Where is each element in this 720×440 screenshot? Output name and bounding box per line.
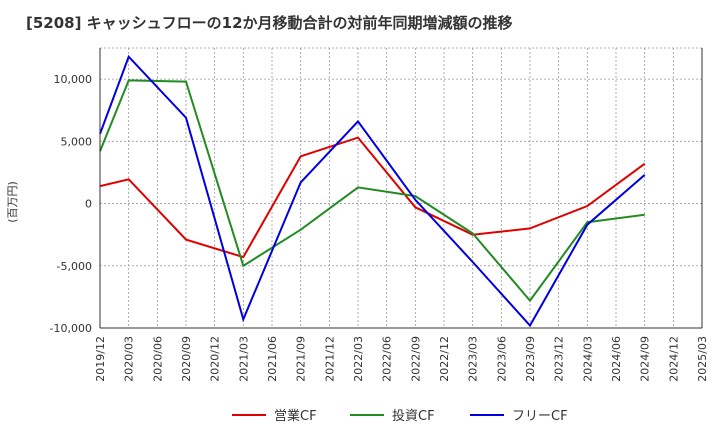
series-line-2 [99,79,645,303]
series-line-1 [99,136,646,259]
x-tick-label: 2023/09 [524,336,537,382]
legend-label: 投資CF [392,408,435,424]
x-tick-label: 2025/03 [696,336,709,382]
legend-item: 投資CF [350,408,435,424]
y-tick-label: -5,000 [57,260,92,273]
legend-item: フリーCF [470,409,568,424]
x-tick-label: 2022/06 [381,336,394,382]
x-tick-labels: 2019/12 2020/03 2020/06 2020/09 2020/12 2021/… [94,336,709,382]
x-tick-label: 2021/03 [237,336,250,382]
chart-title: [5208] キャッシュフローの12か月移動合計の対前年同期増減額の推移 [26,14,513,32]
x-tick-label: 2022/12 [438,336,451,382]
x-tick-label: 2020/03 [123,336,136,382]
axes [99,48,703,329]
legend-item: 営業CF [232,408,317,424]
x-tick-label: 2024/09 [639,336,652,382]
x-tick-label: 2023/12 [553,336,566,382]
x-tick-label: 2020/06 [151,336,164,382]
y-axis-label: (百万円) [6,181,19,223]
x-tick-label: 2024/03 [581,336,594,382]
legend: 営業CF 投資CF フリーCF [232,408,568,424]
x-tick-label: 2021/12 [323,336,336,382]
plot-background [100,48,702,328]
y-tick-label: -10,000 [50,322,92,335]
x-tick-label: 2021/06 [266,336,279,382]
plot-area [100,48,702,328]
x-tick-label: 2022/03 [352,336,365,382]
legend-label: 営業CF [274,408,317,424]
x-tick-label: 2022/09 [409,336,422,382]
x-tick-label: 2023/06 [495,336,508,382]
legend-label: フリーCF [512,409,568,424]
y-tick-labels: 10,000 5,000 0 -5,000 -10,000 [50,73,92,335]
x-tick-label: 2019/12 [94,336,107,382]
x-tick-label: 2023/03 [467,336,480,382]
y-tick-label: 10,000 [54,73,93,86]
x-tick-label: 2020/09 [180,336,193,382]
series-line-3 [99,54,646,328]
x-tick-label: 2024/12 [667,336,680,382]
y-tick-label: 5,000 [61,135,93,148]
series-lines [99,54,646,328]
x-tick-label: 2024/06 [610,336,623,382]
x-tick-label: 2021/09 [295,336,308,382]
y-tick-label: 0 [85,198,92,211]
x-tick-label: 2020/12 [209,336,222,382]
